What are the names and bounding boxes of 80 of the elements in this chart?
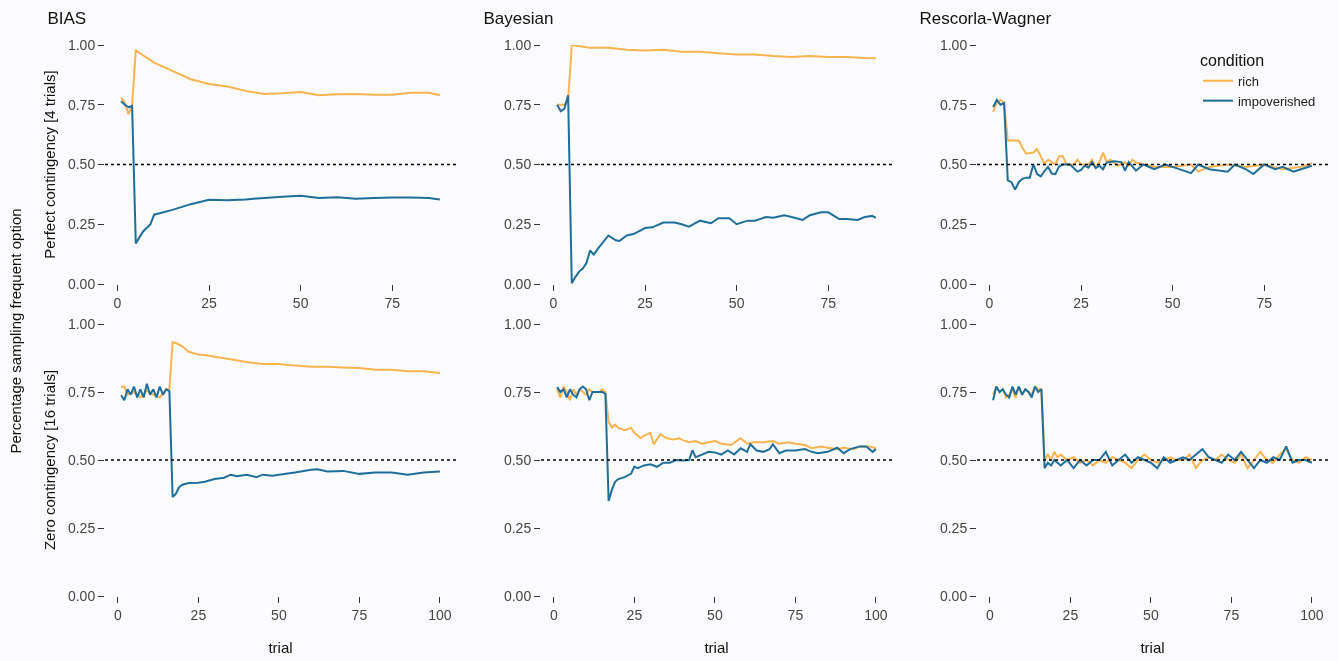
line-series bbox=[556, 45, 877, 106]
y-tick-label: 0.50 bbox=[939, 451, 968, 468]
x-tick-label: 0 bbox=[549, 606, 558, 623]
y-tick-label: 0.00 bbox=[939, 275, 968, 292]
x-tick-label: 0 bbox=[985, 294, 994, 311]
x-tick-label: 50 bbox=[292, 294, 309, 311]
y-tick-label: 0.50 bbox=[503, 156, 532, 173]
x-tick-label: 75 bbox=[351, 606, 368, 623]
line-series bbox=[120, 49, 441, 116]
y-tick-label: 0.75 bbox=[67, 383, 96, 400]
x-tick-label: 25 bbox=[626, 606, 643, 623]
x-tick-label: 100 bbox=[1300, 606, 1324, 623]
x-axis-title: trial bbox=[1140, 638, 1165, 656]
y-tick-label: 1.00 bbox=[503, 36, 532, 53]
legend-title: condition bbox=[1199, 51, 1265, 69]
y-tick-label: 0.75 bbox=[939, 96, 968, 113]
y-tick-label: 0.50 bbox=[67, 156, 96, 173]
line-series bbox=[556, 385, 877, 451]
y-tick-label: 1.00 bbox=[939, 315, 968, 332]
y-tick-label: 0.00 bbox=[67, 587, 96, 604]
y-tick-label: 0.75 bbox=[939, 383, 968, 400]
x-tick-label: 75 bbox=[1256, 294, 1273, 311]
legend-label: rich bbox=[1237, 73, 1259, 89]
x-tick-label: 25 bbox=[190, 606, 207, 623]
x-tick-label: 50 bbox=[1164, 294, 1181, 311]
y-tick-label: 0.75 bbox=[503, 96, 532, 113]
line-series bbox=[992, 98, 1313, 173]
x-tick-label: 100 bbox=[428, 606, 452, 623]
y-tick-label: 0.00 bbox=[939, 587, 968, 604]
x-tick-label: 0 bbox=[985, 606, 994, 623]
chart-title: Rescorla-Wagner bbox=[919, 9, 1052, 29]
x-tick-label: 75 bbox=[384, 294, 401, 311]
chart-title: Bayesian bbox=[483, 9, 554, 29]
line-series bbox=[120, 341, 441, 399]
line-series bbox=[556, 385, 877, 503]
x-tick-label: 100 bbox=[864, 606, 888, 623]
y-tick-label: 0.25 bbox=[503, 519, 532, 536]
line-series bbox=[992, 98, 1313, 191]
y-tick-label: 0.75 bbox=[503, 383, 532, 400]
x-tick-label: 75 bbox=[820, 294, 837, 311]
y-tick-label: 0.00 bbox=[503, 587, 532, 604]
y-tick-label: 1.00 bbox=[67, 315, 96, 332]
y-tick-label: 0.25 bbox=[939, 519, 968, 536]
chart-title: BIAS bbox=[47, 9, 87, 29]
y-tick-label: 0.00 bbox=[67, 275, 96, 292]
x-tick-label: 0 bbox=[549, 294, 558, 311]
x-axis-title: trial bbox=[268, 638, 293, 656]
y-tick-label: 1.00 bbox=[503, 315, 532, 332]
x-tick-label: 25 bbox=[1073, 294, 1090, 311]
x-tick-label: 50 bbox=[707, 606, 723, 623]
y-tick-label: 0.25 bbox=[67, 216, 96, 233]
x-tick-label: 25 bbox=[637, 294, 654, 311]
x-tick-label: 0 bbox=[113, 294, 122, 311]
line-series bbox=[556, 94, 877, 284]
y-tick-label: 1.00 bbox=[67, 36, 96, 53]
y-tick-label: 0.25 bbox=[503, 216, 532, 233]
y-tick-label: 0.50 bbox=[503, 451, 532, 468]
text: Percentage sampling frequent option bbox=[6, 207, 24, 454]
line-series bbox=[992, 385, 1313, 470]
x-tick-label: 0 bbox=[113, 606, 122, 623]
y-tick-label: 0.25 bbox=[939, 216, 968, 233]
y-tick-label: 0.00 bbox=[503, 275, 532, 292]
x-tick-label: 50 bbox=[271, 606, 287, 623]
x-tick-label: 25 bbox=[1062, 606, 1079, 623]
x-tick-label: 50 bbox=[1143, 606, 1159, 623]
x-tick-label: 50 bbox=[728, 294, 745, 311]
y-tick-label: 0.75 bbox=[67, 96, 96, 113]
x-tick-label: 75 bbox=[787, 606, 804, 623]
line-series bbox=[120, 100, 441, 245]
x-tick-label: 75 bbox=[1223, 606, 1240, 623]
y-tick-label: 0.50 bbox=[939, 156, 968, 173]
y-tick-label: 1.00 bbox=[939, 36, 968, 53]
x-axis-title: trial bbox=[704, 638, 729, 656]
y-tick-label: 0.25 bbox=[67, 519, 96, 536]
y-tick-label: 0.50 bbox=[67, 451, 96, 468]
legend-label: impoverished bbox=[1237, 93, 1316, 109]
line-series bbox=[120, 382, 441, 498]
x-tick-label: 25 bbox=[201, 294, 218, 311]
y-axis-title: Perfect contingency [4 trials] bbox=[41, 70, 59, 259]
y-axis-title: Zero contingency [16 trials] bbox=[41, 369, 59, 551]
